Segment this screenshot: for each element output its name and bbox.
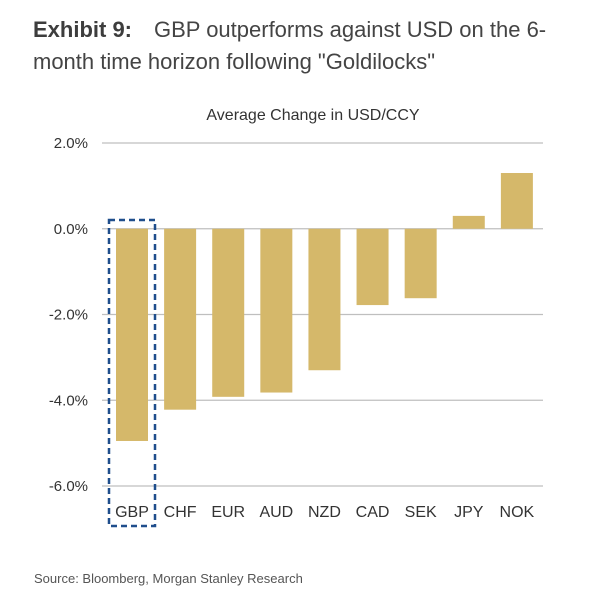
x-tick-label-cad: CAD <box>356 504 390 521</box>
highlight-box <box>107 218 157 528</box>
x-axis-tick-labels: GBP CHF EUR AUD NZD CAD SEK JPY NOK <box>115 504 534 521</box>
y-tick-label: 2.0% <box>54 135 88 152</box>
x-tick-label-nzd: NZD <box>308 504 341 521</box>
x-tick-label-sek: SEK <box>405 504 437 521</box>
x-tick-label-eur: EUR <box>211 504 245 521</box>
bar-cad <box>356 228 389 306</box>
x-tick-label-jpy: JPY <box>454 504 484 521</box>
bar-gbp <box>116 228 148 441</box>
y-tick-label: -6.0% <box>49 478 88 495</box>
source-note: Source: Bloomberg, Morgan Stanley Resear… <box>34 571 303 586</box>
bar-chf <box>164 228 197 410</box>
exhibit-title: Exhibit 9: GBP outperforms against USD on… <box>33 14 573 78</box>
y-tick-label: -2.0% <box>49 307 88 324</box>
y-tick-label: 0.0% <box>54 221 88 238</box>
x-tick-label-gbp: GBP <box>115 504 149 521</box>
exhibit-text: GBP outperforms against USD on the 6-mon… <box>33 17 547 74</box>
bar-nzd <box>308 228 341 371</box>
bar-chart: Average Change in USD/CCY 2.0% 0.0% -2.0% -… <box>49 107 543 528</box>
highlight-box-gbp <box>107 218 157 528</box>
x-tick-label-aud: AUD <box>259 504 293 521</box>
bar-eur <box>212 228 245 397</box>
x-tick-label-nok: NOK <box>500 504 535 521</box>
bar-jpy <box>452 215 485 229</box>
exhibit-label: Exhibit 9: <box>33 17 133 42</box>
x-tick-label-chf: CHF <box>164 504 197 521</box>
bar-nok <box>500 173 533 229</box>
chart-title: Average Change in USD/CCY <box>206 107 419 124</box>
bar-aud <box>260 228 293 393</box>
y-axis-tick-labels: 2.0% 0.0% -2.0% -4.0% -6.0% <box>49 135 88 495</box>
bar-sek <box>404 228 437 299</box>
y-tick-label: -4.0% <box>49 392 88 409</box>
bars <box>116 173 533 441</box>
